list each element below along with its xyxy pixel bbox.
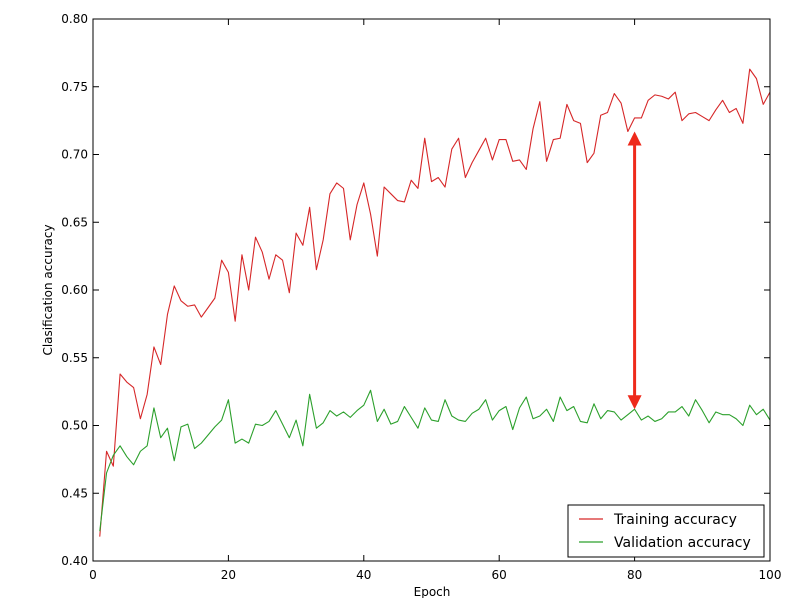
- legend-label-training: Training accuracy: [613, 512, 737, 528]
- x-tick-label: 60: [492, 568, 507, 582]
- y-tick-label: 0.50: [61, 419, 88, 433]
- y-tick-label: 0.80: [61, 12, 88, 26]
- gap-arrow-head-down: [627, 395, 642, 410]
- y-axis-label: Clasification accuracy: [41, 224, 55, 355]
- x-tick-label: 20: [221, 568, 236, 582]
- series-line-training: [99, 68, 771, 537]
- gap-arrow: [627, 131, 642, 410]
- legend-label-validation: Validation accuracy: [614, 535, 751, 551]
- plot-frame: [92, 18, 771, 562]
- x-axis-label: Epoch: [414, 585, 451, 598]
- y-tick-label: 0.40: [61, 554, 88, 568]
- series-line-validation: [99, 389, 771, 532]
- gap-arrow-head-up: [627, 131, 642, 146]
- axes-layer: 0.40 0.45 0.50 0.55 0.60 0.65 0.70 0.75 0.80 0 20 4…: [61, 12, 781, 582]
- x-tick-label: 100: [759, 568, 782, 582]
- y-tick-label: 0.55: [61, 351, 88, 365]
- y-tick-label: 0.70: [61, 148, 88, 162]
- plot-layer: [99, 68, 771, 537]
- chart-legend: Training accuracy Validation accuracy: [567, 504, 765, 558]
- x-tick-label: 80: [627, 568, 642, 582]
- y-tick-label: 0.45: [61, 486, 88, 500]
- x-tick-label: 40: [356, 568, 371, 582]
- y-tick-label: 0.75: [61, 80, 88, 94]
- x-tick-label: 0: [89, 568, 97, 582]
- y-tick-label: 0.60: [61, 283, 88, 297]
- y-tick-label: 0.65: [61, 215, 88, 229]
- legend-frame: [567, 504, 765, 558]
